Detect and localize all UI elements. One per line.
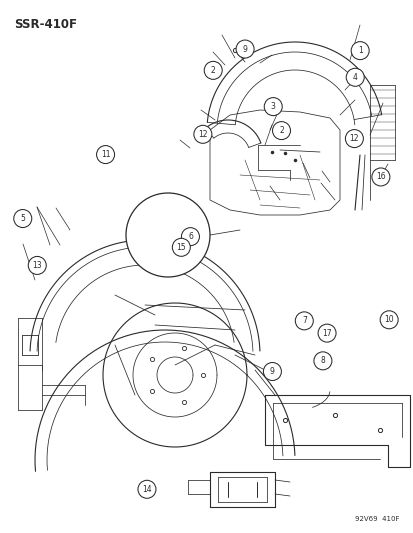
Text: 2: 2 [210, 66, 215, 75]
Circle shape [379, 311, 397, 329]
Text: 3: 3 [270, 102, 275, 111]
Text: 17: 17 [321, 329, 331, 337]
Circle shape [204, 61, 222, 79]
Text: 12: 12 [349, 134, 358, 143]
Text: 5: 5 [20, 214, 25, 223]
Text: SSR-410F: SSR-410F [14, 18, 77, 31]
Text: 14: 14 [142, 485, 152, 494]
Text: 6: 6 [188, 232, 192, 241]
Text: 2: 2 [278, 126, 283, 135]
Circle shape [96, 146, 114, 164]
Text: 11: 11 [101, 150, 110, 159]
Circle shape [181, 228, 199, 246]
Circle shape [28, 256, 46, 274]
Text: 8: 8 [320, 357, 325, 365]
Text: 9: 9 [242, 45, 247, 53]
Text: 10: 10 [383, 316, 393, 324]
Circle shape [235, 40, 254, 58]
Text: 13: 13 [32, 261, 42, 270]
Circle shape [344, 130, 363, 148]
Circle shape [345, 68, 363, 86]
Circle shape [263, 362, 281, 381]
Circle shape [371, 168, 389, 186]
Circle shape [263, 98, 282, 116]
Circle shape [193, 125, 211, 143]
Text: 1: 1 [357, 46, 362, 55]
Text: 15: 15 [176, 243, 186, 252]
Circle shape [138, 480, 156, 498]
Text: 12: 12 [198, 130, 207, 139]
Circle shape [350, 42, 368, 60]
Circle shape [272, 122, 290, 140]
Text: 4: 4 [352, 73, 357, 82]
Text: 9: 9 [269, 367, 274, 376]
Circle shape [294, 312, 313, 330]
Circle shape [172, 238, 190, 256]
Text: 16: 16 [375, 173, 385, 181]
Circle shape [313, 352, 331, 370]
Circle shape [126, 193, 209, 277]
Circle shape [317, 324, 335, 342]
Circle shape [14, 209, 32, 228]
Text: 92V69  410F: 92V69 410F [355, 516, 399, 522]
Text: 7: 7 [301, 317, 306, 325]
